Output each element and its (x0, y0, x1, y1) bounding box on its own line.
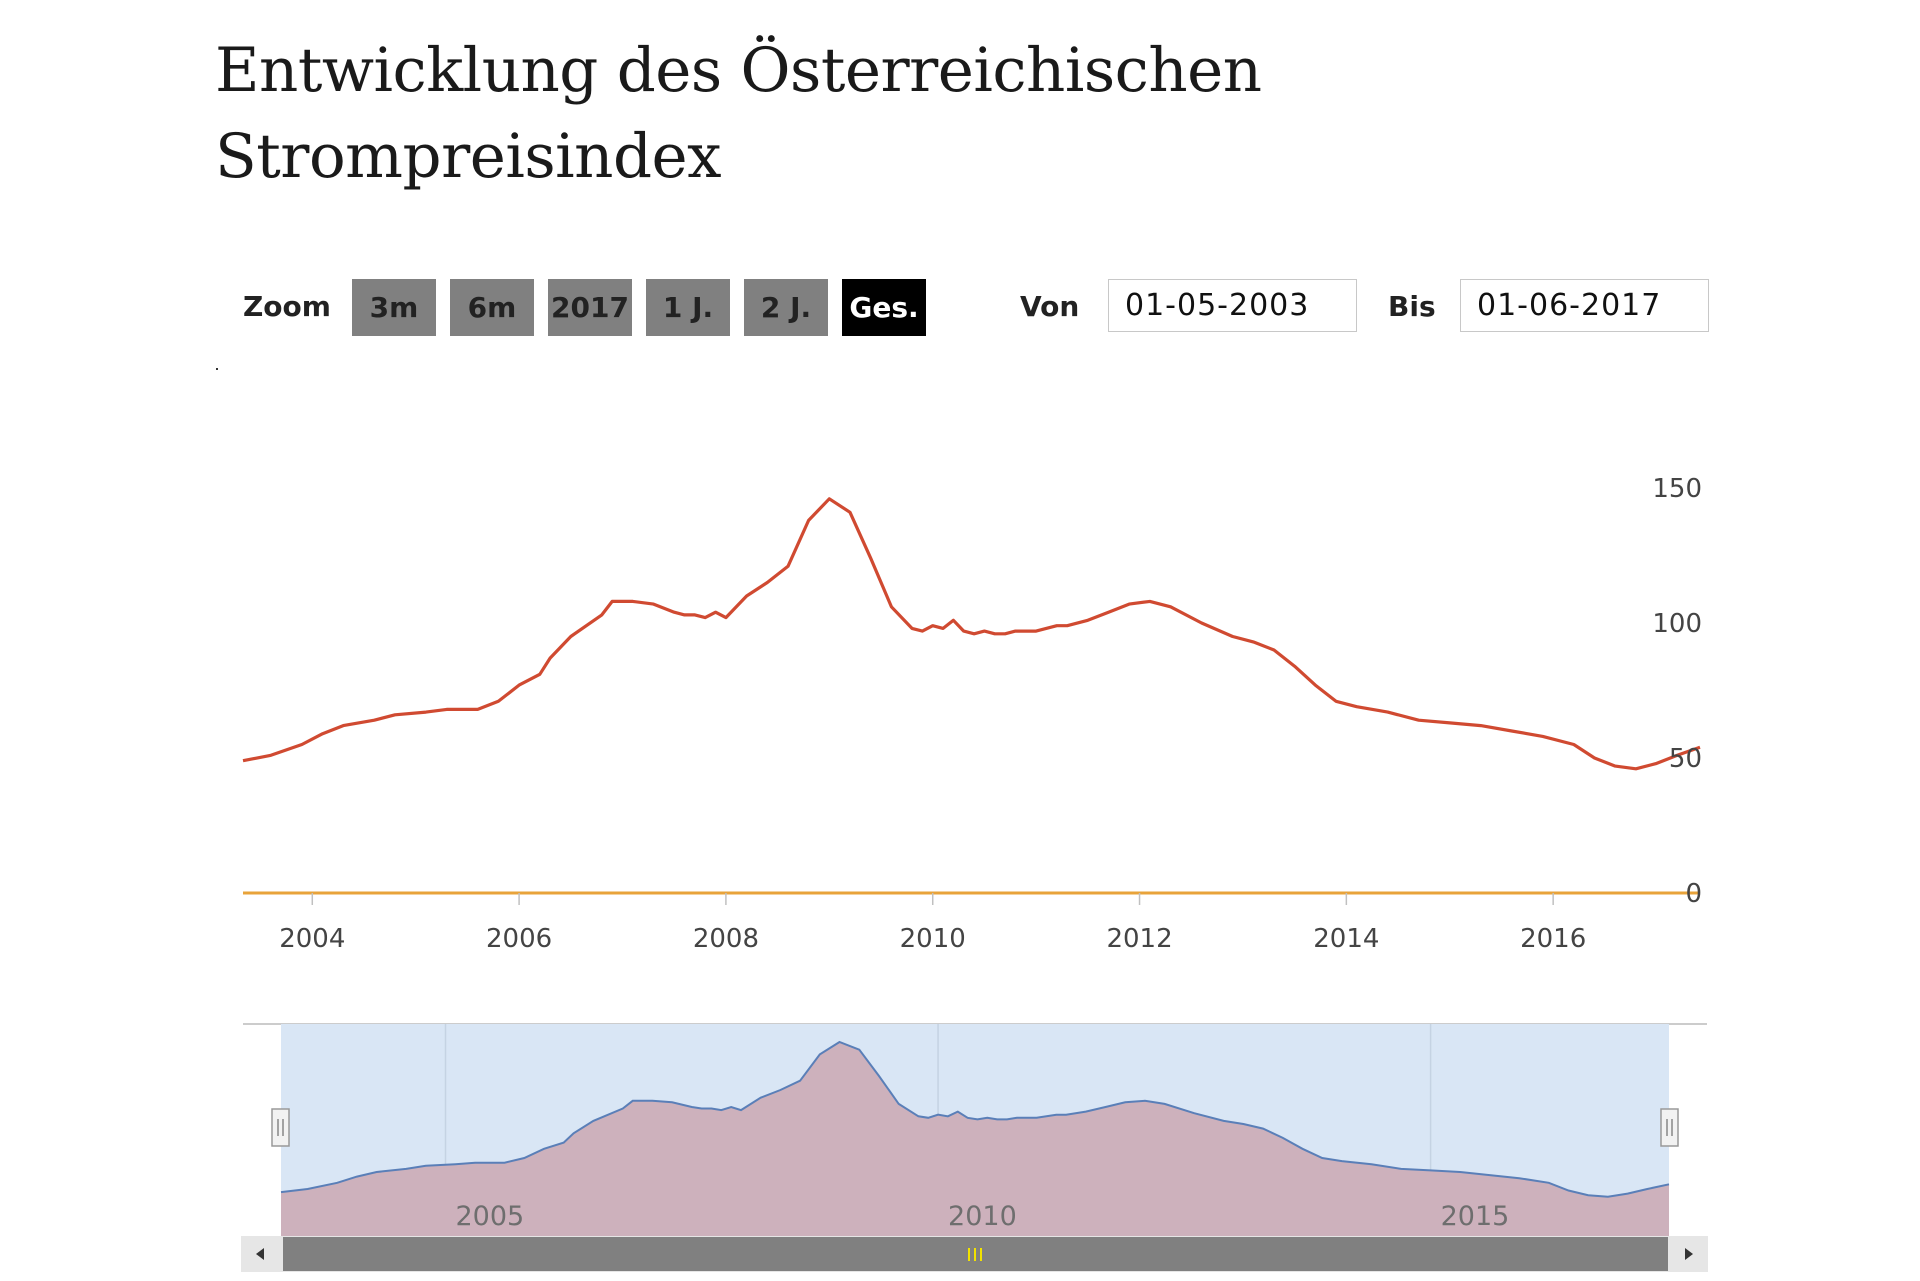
y-tick-label: 150 (1652, 474, 1702, 504)
y-tick-label: 0 (1685, 879, 1702, 909)
zoom-label: Zoom (243, 290, 331, 323)
scroll-left-arrow-icon[interactable] (241, 1236, 281, 1272)
x-tick-label: 2008 (693, 924, 759, 954)
x-tick-label: 2016 (1520, 924, 1586, 954)
range-selector: Zoom 3m 6m 2017 1 J. 2 J. Ges. Von Bis (0, 0, 1920, 360)
y-tick-label: 50 (1669, 744, 1702, 774)
navigator-area (281, 1042, 1669, 1236)
scroll-right-arrow-icon[interactable] (1669, 1236, 1708, 1272)
zoom-2017-button[interactable]: 2017 (548, 279, 632, 336)
zoom-6m-button[interactable]: 6m (450, 279, 534, 336)
series-line (242, 497, 1701, 771)
x-tick-label: 2014 (1313, 924, 1379, 954)
navigator-tick-label: 2010 (948, 1201, 1017, 1232)
stray-dot (216, 368, 218, 370)
to-label: Bis (1388, 290, 1436, 323)
from-label: Von (1020, 290, 1080, 323)
navigator-left-handle[interactable] (271, 1108, 290, 1147)
scrollbar[interactable] (241, 1236, 1708, 1272)
navigator-x-ticks: 2005 2010 2015 (456, 1201, 1510, 1232)
page-title: Entwicklung des Österreichischen Strompr… (215, 35, 1262, 192)
x-tick-label: 2004 (279, 924, 345, 954)
zoom-all-button[interactable]: Ges. (842, 279, 926, 336)
scrollbar-grip-icon[interactable] (968, 1248, 982, 1261)
zoom-1y-button[interactable]: 1 J. (646, 279, 730, 336)
navigator-line (280, 1040, 1670, 1198)
navigator-tick-label: 2015 (1441, 1201, 1510, 1232)
main-plot: 0 50 100 150 2004 2006 2008 2010 2012 2014 2016 (242, 474, 1702, 954)
x-tick-label: 2012 (1106, 924, 1172, 954)
zoom-2y-button[interactable]: 2 J. (744, 279, 828, 336)
navigator[interactable]: 2005 2010 2015 (243, 1023, 1707, 1236)
x-axis-ticks: 2004 2006 2008 2010 2012 2014 2016 (279, 893, 1586, 954)
zoom-3m-button[interactable]: 3m (352, 279, 436, 336)
x-tick-label: 2010 (900, 924, 966, 954)
to-date-input[interactable] (1460, 279, 1709, 332)
y-tick-label: 100 (1652, 609, 1702, 639)
y-axis-ticks: 0 50 100 150 (1652, 474, 1702, 909)
from-date-input[interactable] (1108, 279, 1357, 332)
navigator-tick-label: 2005 (456, 1201, 525, 1232)
x-tick-label: 2006 (486, 924, 552, 954)
navigator-right-handle[interactable] (1660, 1108, 1679, 1147)
